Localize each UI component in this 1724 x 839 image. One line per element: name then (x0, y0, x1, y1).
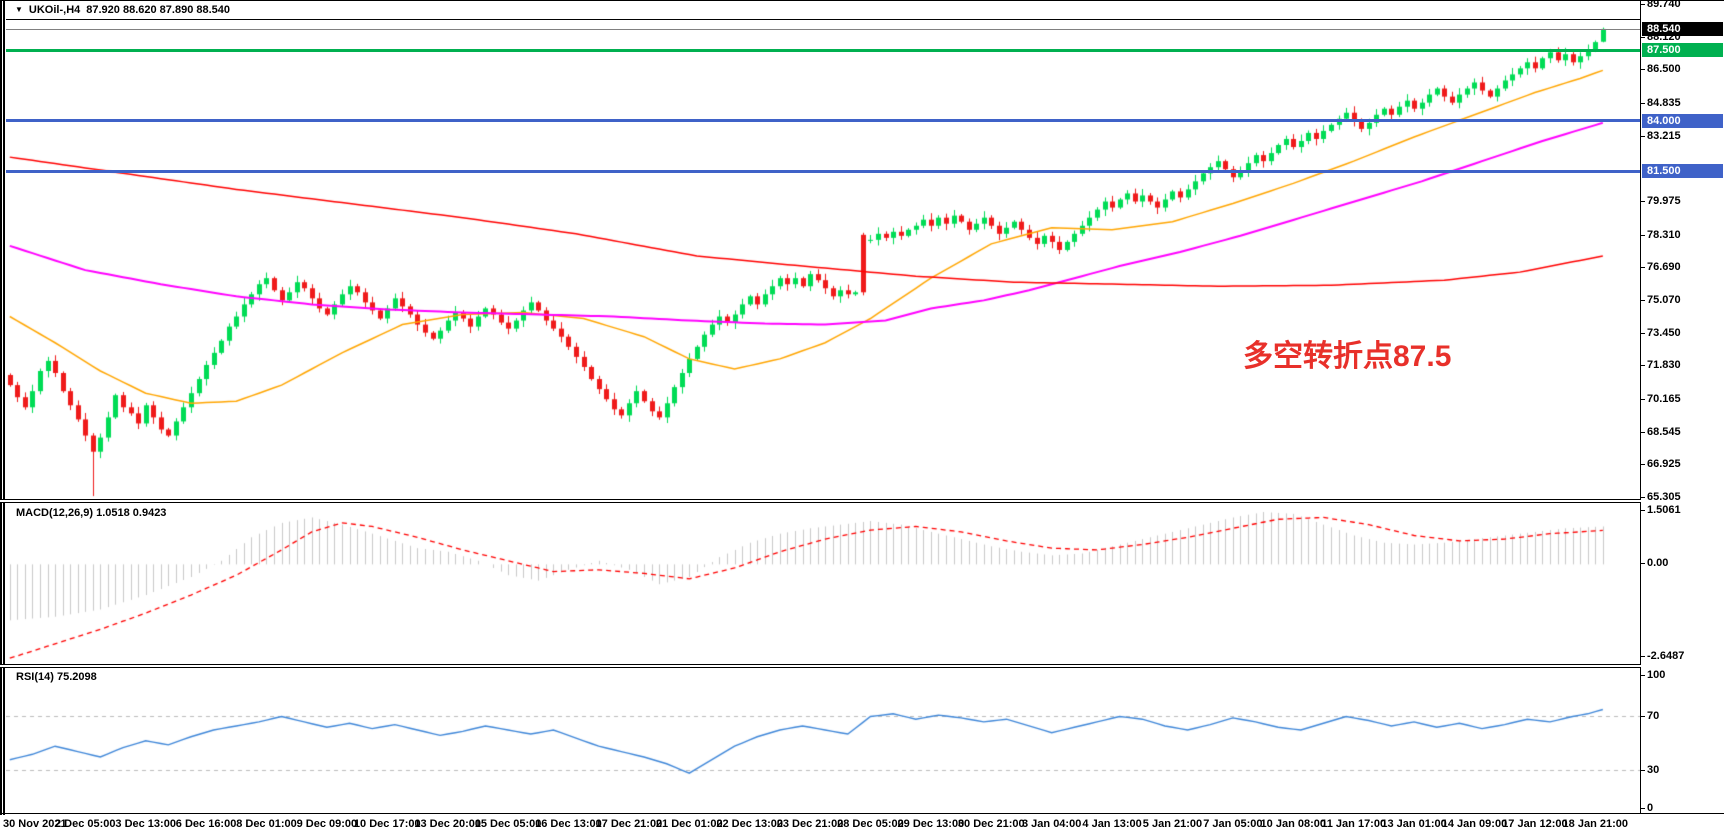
time-label-26: 18 Jan 21:00 (1562, 818, 1628, 830)
time-label-5: 9 Dec 09:00 (296, 818, 358, 830)
price-tick-83.215: 83.215 (1640, 129, 1681, 142)
price-tick-84.835: 84.835 (1640, 96, 1681, 109)
chart-title-bar: ▼ UKOil-,H4 87.920 88.620 87.890 88.540 (6, 1, 1640, 20)
time-label-18: 4 Jan 13:00 (1082, 818, 1142, 830)
time-label-20: 7 Jan 05:00 (1203, 818, 1263, 830)
price-tick-86.500: 86.500 (1640, 63, 1681, 76)
window-left-frame (0, 1, 5, 839)
price-tick-68.545: 68.545 (1640, 425, 1681, 438)
time-label-1: 2 Dec 05:00 (54, 818, 116, 830)
time-label-3: 6 Dec 16:00 (175, 818, 237, 830)
time-label-13: 23 Dec 21:00 (776, 818, 844, 830)
time-label-4: 8 Dec 01:00 (236, 818, 297, 830)
rsi-level-30: 30 (1639, 764, 1660, 776)
time-label-25: 17 Jan 12:00 (1502, 818, 1568, 830)
time-label-0: 30 Nov 2021 (3, 818, 67, 830)
symbol-title: UKOil-,H4 (28, 4, 81, 16)
rsi-level-0: 0 (1639, 802, 1654, 814)
main-chart-canvas[interactable] (6, 1, 1640, 499)
hline-81.500[interactable] (6, 170, 1640, 173)
price-tick-66.925: 66.925 (1640, 458, 1681, 471)
macd-scale-zero: 0.00 (1639, 557, 1669, 569)
annotation-text[interactable]: 多空转折点87.5 (1243, 340, 1452, 373)
price-tick-71.830: 71.830 (1640, 359, 1681, 372)
time-label-21: 10 Jan 08:00 (1260, 818, 1326, 830)
ohlc-readout: 87.920 88.620 87.890 88.540 (86, 4, 231, 16)
price-badge-87.500: 87.500 (1642, 43, 1723, 58)
time-label-11: 21 Dec 01:00 (655, 818, 723, 830)
time-axis[interactable]: 30 Nov 2021 2 Dec 05:00 3 Dec 13:00 6 Dec 1… (0, 815, 1724, 839)
price-tick-76.690: 76.690 (1640, 261, 1681, 274)
time-label-7: 13 Dec 20:00 (414, 818, 482, 830)
price-badge-88.540: 88.540 (1642, 22, 1723, 37)
rsi-level-70: 70 (1639, 710, 1660, 722)
time-label-6: 10 Dec 17:00 (353, 818, 421, 830)
price-tick-89.740: 89.740 (1640, 0, 1681, 10)
time-label-9: 16 Dec 13:00 (535, 818, 602, 830)
price-badge-84.000: 84.000 (1642, 113, 1723, 128)
hline-84.000[interactable] (6, 119, 1640, 122)
panel-separator-rsi[interactable] (0, 664, 1724, 668)
time-label-22: 11 Jan 17:00 (1321, 818, 1387, 830)
price-tick-65.305: 65.305 (1640, 491, 1681, 503)
time-axis-separator (0, 813, 1724, 814)
time-label-15: 29 Dec 13:00 (897, 818, 965, 830)
time-label-8: 15 Dec 05:00 (474, 818, 542, 830)
time-label-10: 17 Dec 21:00 (595, 818, 663, 830)
price-tick-70.165: 70.165 (1640, 392, 1681, 405)
price-tick-78.310: 78.310 (1640, 228, 1681, 241)
hline-88.540[interactable] (6, 29, 1640, 30)
macd-header: MACD(12,26,9) 1.0518 0.9423 (16, 507, 167, 519)
macd-scale-min: -2.6487 (1639, 650, 1685, 662)
symbol-dropdown-icon[interactable]: ▼ (15, 5, 23, 14)
price-badge-81.500: 81.500 (1642, 164, 1723, 179)
time-label-23: 13 Jan 01:00 (1381, 818, 1447, 830)
panel-separator-macd[interactable] (0, 499, 1724, 503)
time-label-12: 22 Dec 13:00 (716, 818, 784, 830)
macd-scale-max: 1.5061 (1640, 504, 1681, 516)
hline-87.500[interactable] (6, 49, 1640, 52)
price-axis: 89.740 88.120 86.500 84.835 83.215 79.975 78.3… (1639, 0, 1724, 814)
time-label-14: 28 Dec 05:00 (837, 818, 904, 830)
time-label-24: 14 Jan 09:00 (1441, 818, 1508, 830)
rsi-panel-canvas[interactable] (6, 668, 1640, 813)
time-label-17: 3 Jan 04:00 (1022, 818, 1082, 830)
time-label-16: 30 Dec 21:00 (957, 818, 1025, 830)
price-axis-border (1640, 1, 1641, 814)
rsi-header: RSI(14) 75.2098 (16, 671, 97, 683)
rsi-level-100: 100 (1639, 669, 1666, 681)
time-label-2: 3 Dec 13:00 (115, 818, 176, 830)
macd-panel-canvas[interactable] (6, 504, 1640, 663)
price-tick-75.070: 75.070 (1640, 293, 1681, 306)
time-label-19: 5 Jan 21:00 (1142, 818, 1203, 830)
price-tick-73.450: 73.450 (1640, 326, 1681, 339)
price-tick-79.975: 79.975 (1640, 195, 1681, 208)
